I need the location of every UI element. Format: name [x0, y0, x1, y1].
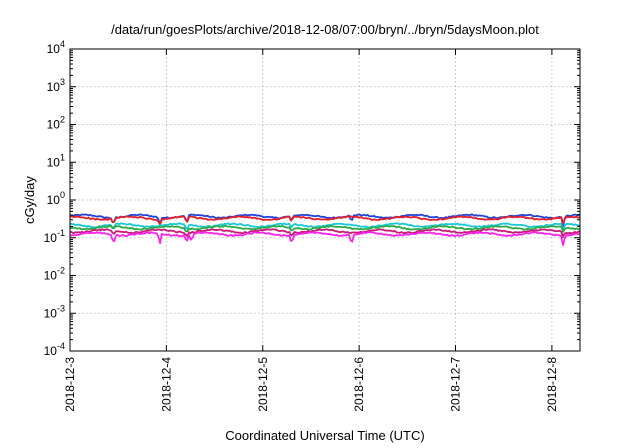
y-tick-label: 10-4 [44, 341, 65, 358]
y-tick-label: 103 [47, 77, 65, 94]
x-tick-label: 2018-12-7 [449, 357, 463, 412]
y-tick-label: 101 [47, 152, 65, 169]
x-tick-label: 2018-12-8 [545, 357, 559, 412]
chart-title: /data/run/goesPlots/archive/2018-12-08/0… [111, 22, 539, 37]
series-line [69, 231, 581, 246]
x-axis-label: Coordinated Universal Time (UTC) [225, 428, 424, 443]
grid [69, 49, 580, 351]
y-tick-label: 10-3 [44, 303, 65, 320]
x-tick-label: 2018-12-5 [256, 357, 270, 412]
x-tick-label: 2018-12-3 [63, 357, 77, 412]
axis-ticks: 10-4 10-3 10-2 10-1 100 101 102 103 104 2018-12-3… [44, 39, 580, 412]
y-tick-label: 104 [47, 39, 65, 56]
y-tick-label: 100 [47, 190, 65, 207]
series-line [69, 224, 581, 233]
y-tick-label: 10-1 [44, 228, 65, 245]
series-line [69, 213, 581, 228]
x-tick-label: 2018-12-6 [352, 357, 366, 412]
x-tick-label: 2018-12-4 [159, 357, 173, 412]
series-line [69, 228, 581, 238]
y-tick-label: 102 [47, 115, 65, 132]
y-tick-label: 10-2 [44, 266, 65, 283]
series-lines [69, 213, 581, 246]
series-line [69, 215, 581, 226]
y-axis-label: cGy/day [22, 176, 37, 224]
